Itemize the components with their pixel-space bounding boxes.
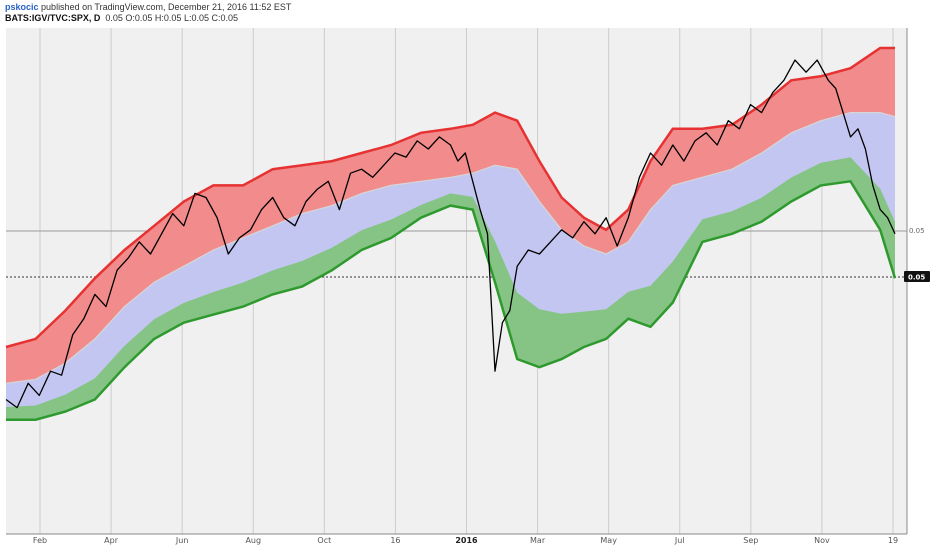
price-scale-label: 0.05 (909, 227, 925, 235)
x-tick-label: Oct (317, 536, 331, 545)
x-tick-label: Nov (814, 536, 830, 545)
x-tick-label: Apr (104, 536, 119, 545)
x-tick-label: 19 (888, 536, 898, 545)
grid-lines (6, 28, 907, 534)
chart-header: pskocic published on TradingView.com, De… (5, 2, 705, 24)
price-line (5, 59, 896, 409)
middle-band-line (5, 112, 896, 384)
x-axis: Feb Apr Jun Aug Oct 16 2016 Mar May Jul Sep Nov 19 (6, 533, 907, 545)
open-value: 0.05 (105, 13, 123, 23)
ohlc-values: O:0.05 H:0.05 L:0.05 C:0.05 (125, 13, 238, 23)
x-tick-label: May (600, 536, 617, 545)
symbol-label[interactable]: BATS:IGV/TVC:SPX, D (5, 13, 101, 23)
x-tick-label: Feb (33, 536, 47, 545)
publish-line: pskocic published on TradingView.com, De… (5, 2, 705, 13)
lower-band-fill (6, 157, 895, 420)
symbol-line: BATS:IGV/TVC:SPX, D 0.05 O:0.05 H:0.05 L… (5, 13, 705, 24)
x-tick-label: Sep (743, 536, 758, 545)
bollinger-bands (6, 48, 895, 420)
x-tick-label: Aug (245, 536, 261, 545)
upper-band-fill (6, 48, 895, 384)
publish-info: published on TradingView.com, December 2… (41, 2, 292, 12)
x-tick-label: 16 (390, 536, 400, 545)
series-lines (5, 46, 897, 421)
current-value-label: 0.05 (908, 274, 925, 282)
author-link[interactable]: pskocic (5, 2, 39, 12)
x-tick-label: Jun (175, 536, 189, 545)
x-tick-label: Jul (674, 536, 685, 545)
lower-band-line (6, 179, 897, 421)
price-scale[interactable]: 0.05 0.05 (904, 28, 930, 534)
upper-band-line (5, 46, 895, 349)
x-tick-label: Mar (530, 536, 546, 545)
x-tick-label: 2016 (455, 536, 478, 545)
middle-band-fill (6, 112, 895, 420)
current-value-badge (904, 271, 930, 282)
